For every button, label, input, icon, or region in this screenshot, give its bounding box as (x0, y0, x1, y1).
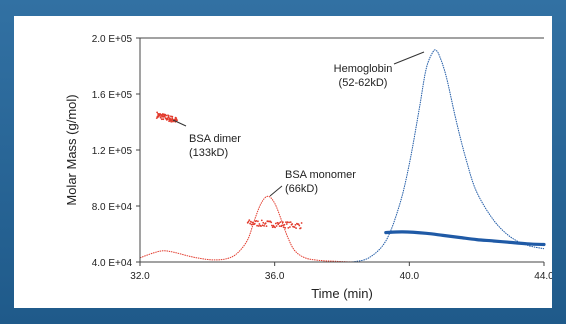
hemoglobin-molar-mass-line (384, 230, 546, 247)
bsa-dimer-molar-mass-point (171, 115, 174, 118)
axes-layer: 4.0 E+04 8.0 E+04 1.2 E+05 1.6 E+05 2.0 E+05… (64, 34, 552, 301)
bsa-monomer-molar-mass-point (250, 220, 252, 223)
bsa-monomer-molar-mass-point (284, 227, 287, 229)
y-axis-label: Molar Mass (g/mol) (64, 94, 79, 205)
x-tick-label: 36.0 (265, 271, 285, 282)
bsa-dimer-molar-mass-point (170, 120, 173, 123)
hemoglobin-leader-line (393, 51, 425, 65)
bsa-monomer-mass-label: (66kD) (285, 183, 318, 195)
bsa-monomer-molar-mass-point (263, 225, 265, 227)
bsa-monomer-molar-mass-point (300, 222, 303, 224)
y-tick-label: 4.0 E+04 (92, 258, 133, 269)
bsa-monomer-molar-mass-point (270, 221, 273, 224)
bsa-monomer-molar-mass-point (256, 224, 258, 227)
bsa-dimer-label: BSA dimer (189, 133, 241, 145)
y-tick-label: 1.2 E+05 (92, 146, 133, 157)
bsa-monomer-molar-mass-point (250, 223, 253, 226)
chart-panel: 4.0 E+04 8.0 E+04 1.2 E+05 1.6 E+05 2.0 E+05… (14, 16, 552, 308)
hemoglobin-mass-label: (52-62kD) (339, 77, 388, 89)
bsa-dimer-molar-mass-point (156, 111, 159, 114)
bsa-monomer-molar-mass-point (255, 220, 258, 222)
bsa-monomer-molar-mass-point (248, 219, 251, 222)
bsa-monomer-molar-mass-point (274, 222, 277, 225)
bsa-dimer-mass-label: (133kD) (189, 147, 228, 159)
bsa-monomer-molar-mass-point (288, 221, 290, 224)
x-tick-label: 44.0 (534, 271, 552, 282)
bsa-monomer-molar-mass-point (271, 224, 273, 227)
bsa-monomer-molar-mass-point (297, 223, 300, 226)
bsa-monomer-molar-mass-point (285, 223, 288, 225)
annotations-layer: Hemoglobin (52-62kD) BSA dimer (133kD) B… (172, 51, 425, 197)
bsa-monomer-molar-mass-point (274, 226, 276, 229)
hemoglobin-label: Hemoglobin (334, 63, 393, 75)
bsa-monomer-molar-mass-point (260, 219, 263, 222)
y-tick-label: 2.0 E+05 (92, 34, 133, 45)
bsa-dimer-molar-mass-point (176, 119, 178, 122)
x-tick-label: 40.0 (400, 271, 420, 282)
y-tick-label: 1.6 E+05 (92, 90, 133, 101)
bsa-monomer-molar-mass-point (291, 223, 294, 225)
bsa-dimer-molar-mass-point (170, 115, 172, 118)
x-tick-label: 32.0 (130, 271, 150, 282)
bsa-monomer-molar-mass-point (298, 224, 301, 227)
bsa-dimer-molar-mass-point (163, 115, 166, 118)
molar-mass-chart: 4.0 E+04 8.0 E+04 1.2 E+05 1.6 E+05 2.0 E+05… (64, 34, 552, 301)
bsa-dimer-leader-line (172, 119, 187, 127)
bsa-monomer-molar-mass-point (276, 221, 279, 224)
hemoglobin-signal-line (351, 49, 545, 263)
series-layer (139, 49, 546, 263)
bsa-dimer-molar-mass-point (160, 116, 162, 118)
bsa-dimer-molar-mass-point (167, 115, 170, 117)
bsa-monomer-molar-mass-point (294, 224, 297, 226)
bsa-monomer-molar-mass-point (282, 221, 284, 224)
bsa-monomer-molar-mass-point (247, 220, 250, 223)
bsa-monomer-molar-mass-point (257, 220, 259, 223)
bsa-monomer-molar-mass-point (265, 225, 268, 228)
bsa-monomer-molar-mass-point (271, 226, 274, 229)
bsa-monomer-molar-mass-point (286, 221, 289, 224)
bsa-monomer-molar-mass-point (289, 221, 292, 224)
bsa-monomer-molar-mass-point (299, 227, 302, 229)
bsa-monomer-molar-mass-point (282, 226, 285, 229)
y-tick-label: 8.0 E+04 (92, 202, 133, 213)
bsa-dimer-molar-mass-point (166, 118, 169, 121)
bsa-dimer-molar-mass-point (162, 118, 165, 121)
bsa-monomer-molar-mass-point (289, 226, 291, 228)
bsa-monomer-molar-mass-point (295, 227, 297, 230)
bsa-monomer-molar-mass-point (279, 221, 282, 224)
bsa-monomer-molar-mass-point (260, 225, 262, 228)
x-axis-label: Time (min) (311, 286, 373, 301)
bsa-monomer-molar-mass-point (278, 225, 281, 228)
bsa-monomer-molar-mass-point (262, 221, 265, 224)
bsa-monomer-label: BSA monomer (285, 169, 356, 181)
bsa-monomer-molar-mass-point (275, 225, 278, 227)
bsa-monomer-molar-mass-point (281, 224, 283, 227)
bsa-monomer-molar-mass-point (251, 221, 254, 224)
bsa-dimer-molar-mass-point (175, 117, 178, 119)
bsa-monomer-molar-mass-point (257, 225, 260, 227)
bsa-monomer-molar-mass-point (253, 222, 256, 225)
bsa-monomer-molar-mass-point (285, 221, 287, 224)
bsa-monomer-molar-mass-point (249, 222, 252, 225)
bsa-monomer-molar-mass-point (261, 224, 264, 227)
bsa-dimer-molar-mass-point (165, 114, 168, 117)
bsa-monomer-molar-mass-point (278, 222, 280, 225)
bsa-monomer-molar-mass-point (264, 222, 267, 225)
bsa-monomer-leader-line (269, 185, 283, 197)
bsa-monomer-molar-mass-point (283, 223, 286, 226)
bsa-monomer-molar-mass-point (258, 223, 261, 225)
bsa-monomer-molar-mass-point (287, 227, 290, 229)
bsa-monomer-molar-mass-point (293, 226, 296, 229)
bsa-dimer-molar-mass-point (160, 118, 163, 121)
bsa-signal-line (139, 195, 477, 263)
